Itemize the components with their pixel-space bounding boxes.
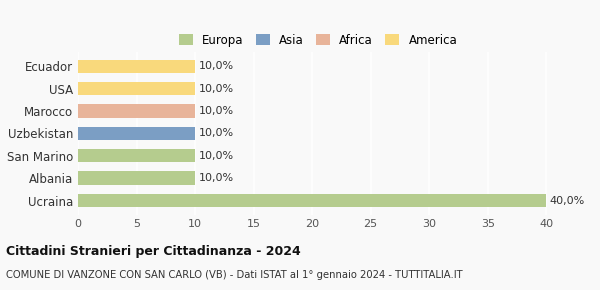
Text: COMUNE DI VANZONE CON SAN CARLO (VB) - Dati ISTAT al 1° gennaio 2024 - TUTTITALI: COMUNE DI VANZONE CON SAN CARLO (VB) - D… bbox=[6, 270, 463, 280]
Text: 10,0%: 10,0% bbox=[199, 128, 234, 138]
Text: 10,0%: 10,0% bbox=[199, 106, 234, 116]
Bar bbox=[78, 127, 195, 140]
Text: 10,0%: 10,0% bbox=[199, 173, 234, 183]
Text: 10,0%: 10,0% bbox=[199, 61, 234, 71]
Text: 10,0%: 10,0% bbox=[199, 151, 234, 161]
Bar bbox=[78, 149, 195, 162]
Bar bbox=[78, 82, 195, 95]
Text: 10,0%: 10,0% bbox=[199, 84, 234, 94]
Text: Cittadini Stranieri per Cittadinanza - 2024: Cittadini Stranieri per Cittadinanza - 2… bbox=[6, 245, 301, 258]
Bar bbox=[78, 104, 195, 118]
Bar bbox=[78, 194, 546, 207]
Text: 40,0%: 40,0% bbox=[550, 195, 585, 206]
Bar bbox=[78, 59, 195, 73]
Legend: Europa, Asia, Africa, America: Europa, Asia, Africa, America bbox=[174, 29, 462, 51]
Bar bbox=[78, 171, 195, 185]
